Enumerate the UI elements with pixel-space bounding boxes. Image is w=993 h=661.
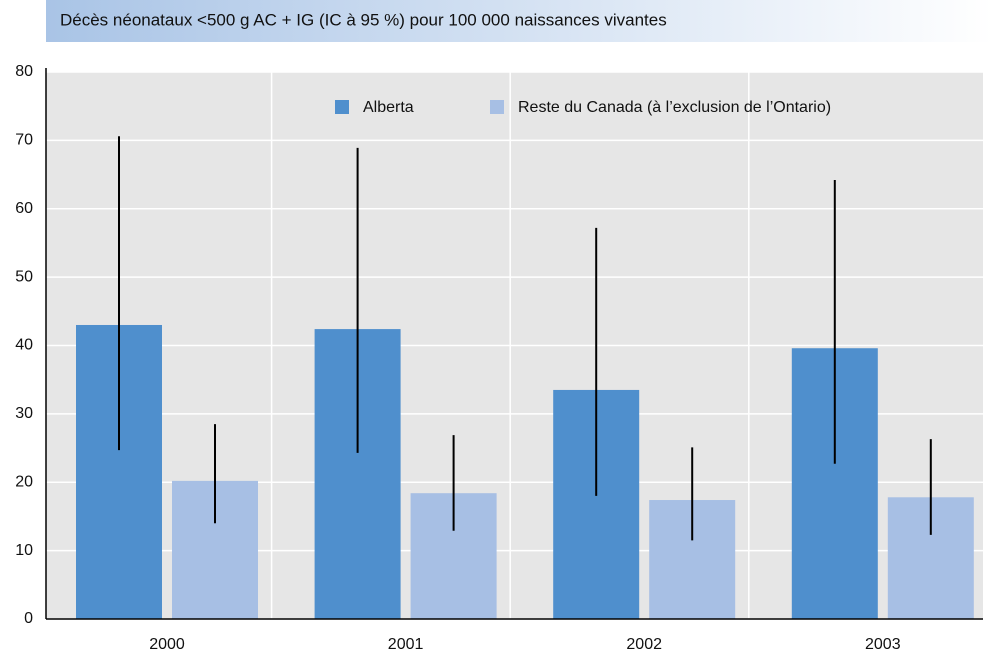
y-tick-label: 0 xyxy=(24,610,33,627)
y-tick-label: 10 xyxy=(15,542,33,559)
x-tick-label: 2001 xyxy=(388,636,424,653)
y-tick-label: 70 xyxy=(15,132,33,149)
legend-swatch xyxy=(490,100,504,114)
y-tick-label: 20 xyxy=(15,473,33,490)
y-tick-label: 50 xyxy=(15,268,33,285)
y-tick-label: 40 xyxy=(15,337,33,354)
legend-label: Reste du Canada (à l’exclusion de l’Onta… xyxy=(518,99,831,116)
y-tick-label: 80 xyxy=(15,63,33,80)
y-tick-label: 60 xyxy=(15,200,33,217)
y-tick-label: 30 xyxy=(15,405,33,422)
x-tick-label: 2000 xyxy=(149,636,185,653)
x-tick-label: 2002 xyxy=(626,636,662,653)
legend-label: Alberta xyxy=(363,99,414,116)
title-banner xyxy=(46,0,993,42)
chart-title: Décès néonataux <500 g AC + IG (IC à 95 … xyxy=(60,10,667,29)
x-tick-label: 2003 xyxy=(865,636,901,653)
legend-swatch xyxy=(335,100,349,114)
